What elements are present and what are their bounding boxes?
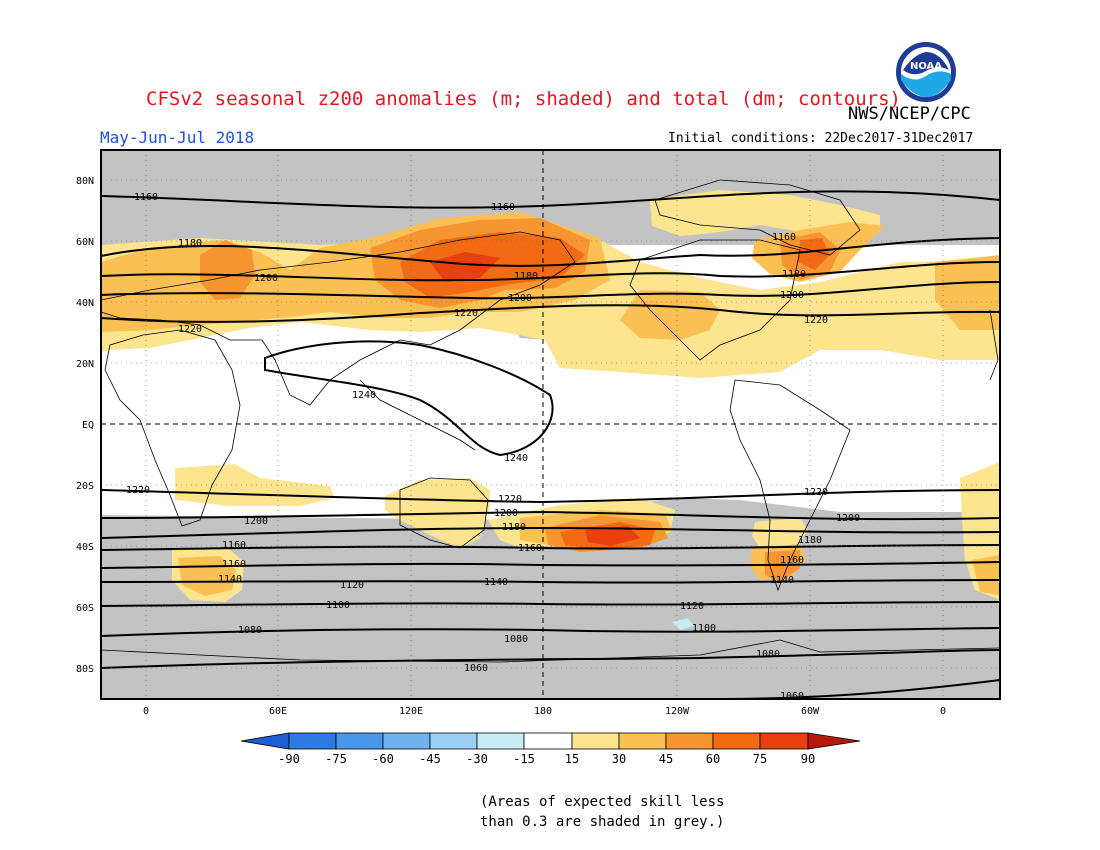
contour-label: 1100 bbox=[692, 623, 716, 634]
colorbar-tick: 90 bbox=[801, 752, 815, 766]
lat-label: 40S bbox=[76, 542, 94, 553]
lat-label: EQ bbox=[82, 420, 94, 431]
lat-label: 80S bbox=[76, 664, 94, 675]
footnote-line-2: than 0.3 are shaded in grey.) bbox=[480, 814, 725, 830]
contour-label: 1120 bbox=[680, 601, 704, 612]
colorbar-tick: 75 bbox=[753, 752, 767, 766]
contour-label: 1080 bbox=[238, 625, 262, 636]
anomaly-75-90 bbox=[430, 252, 640, 546]
contour-label: 1180 bbox=[782, 269, 806, 280]
colorbar-segment bbox=[665, 732, 714, 750]
lat-label: 40N bbox=[76, 298, 94, 309]
colorbar-segment bbox=[476, 732, 525, 750]
colorbar-tick: -15 bbox=[513, 752, 535, 766]
colorbar-tick: -90 bbox=[278, 752, 300, 766]
contour-label: 1200 bbox=[780, 290, 804, 301]
contour-label: 1220 bbox=[454, 308, 478, 319]
colorbar-tick-labels: -90 -75 -60 -45 -30 -15 15 30 45 60 75 9… bbox=[278, 752, 815, 766]
contour-label: 1180 bbox=[502, 522, 526, 533]
colorbar-segment bbox=[335, 732, 384, 750]
latitude-labels: 80N 60N 40N 20N EQ 20S 40S 60S 80S bbox=[76, 176, 94, 675]
contour-label: 1100 bbox=[326, 600, 350, 611]
map-frame bbox=[100, 149, 1001, 700]
colorbar-segment bbox=[523, 732, 573, 750]
colorbar-segment bbox=[429, 732, 478, 750]
lon-label: 60E bbox=[269, 706, 287, 717]
contour-label: 1060 bbox=[464, 663, 488, 674]
colorbar-segment bbox=[618, 732, 667, 750]
contour-label: 1080 bbox=[504, 634, 528, 645]
contour-label: 1180 bbox=[798, 535, 822, 546]
colorbar-segment bbox=[382, 732, 431, 750]
colorbar-segment bbox=[571, 732, 620, 750]
colorbar-segment bbox=[759, 732, 809, 750]
contour-label: 1200 bbox=[244, 516, 268, 527]
colorbar-segment bbox=[807, 732, 861, 750]
contour-label: 1140 bbox=[770, 575, 794, 586]
lon-label: 0 bbox=[940, 706, 946, 717]
contour-label: 1200 bbox=[836, 513, 860, 524]
colorbar-tick: -30 bbox=[466, 752, 488, 766]
initial-conditions: Initial conditions: 22Dec2017-31Dec2017 bbox=[668, 131, 974, 146]
contour-label: 1160 bbox=[134, 192, 158, 203]
contour-label: 1200 bbox=[254, 273, 278, 284]
lon-label: 120W bbox=[665, 706, 690, 717]
contour-label: 1180 bbox=[514, 271, 538, 282]
contour-label: 1220 bbox=[804, 315, 828, 326]
colorbar-segment bbox=[240, 732, 290, 750]
lon-label: 60W bbox=[801, 706, 820, 717]
colorbar-tick: -60 bbox=[372, 752, 394, 766]
colorbar-tick: 45 bbox=[659, 752, 673, 766]
noaa-logo: NOAA bbox=[896, 42, 956, 102]
contour-label: 1160 bbox=[780, 555, 804, 566]
colorbar-tick: 60 bbox=[706, 752, 720, 766]
contour-label: 1200 bbox=[508, 293, 532, 304]
colorbar-segment bbox=[288, 732, 337, 750]
lat-label: 60N bbox=[76, 237, 94, 248]
contour-labels: 1160 1160 1180 1200 1220 1180 1200 1220 … bbox=[126, 192, 860, 702]
skill-footnote: (Areas of expected skill less than 0.3 a… bbox=[480, 792, 724, 832]
contour-label: 1140 bbox=[218, 574, 242, 585]
agency-label: NWS/NCEP/CPC bbox=[848, 104, 971, 124]
colorbar-tick: -45 bbox=[419, 752, 441, 766]
forecast-period: May-Jun-Jul 2018 bbox=[100, 128, 255, 147]
anomaly-negative-patch bbox=[672, 618, 694, 630]
lon-label: 120E bbox=[399, 706, 423, 717]
contour-label: 1060 bbox=[780, 691, 804, 702]
contour-label: 1220 bbox=[178, 324, 202, 335]
contour-label: 1160 bbox=[222, 559, 246, 570]
lon-label: 0 bbox=[143, 706, 149, 717]
contour-label: 1220 bbox=[126, 485, 150, 496]
contour-label: 1240 bbox=[352, 390, 376, 401]
contour-label: 1080 bbox=[756, 649, 780, 660]
contour-label: 1220 bbox=[804, 487, 828, 498]
lat-label: 20N bbox=[76, 359, 94, 370]
map-title: CFSv2 seasonal z200 anomalies (m; shaded… bbox=[146, 88, 901, 110]
contour-label: 1220 bbox=[498, 494, 522, 505]
longitude-labels: 0 60E 120E 180 120W 60W 0 bbox=[143, 706, 946, 717]
contour-label: 1160 bbox=[222, 540, 246, 551]
contour-label: 1160 bbox=[772, 232, 796, 243]
contour-label: 1180 bbox=[178, 238, 202, 249]
contour-label: 1240 bbox=[504, 453, 528, 464]
contour-label: 1160 bbox=[491, 202, 515, 213]
contour-label: 1120 bbox=[340, 580, 364, 591]
lat-label: 20S bbox=[76, 481, 94, 492]
colorbar bbox=[240, 732, 861, 750]
lat-label: 80N bbox=[76, 176, 94, 187]
colorbar-tick: 15 bbox=[565, 752, 579, 766]
lat-label: 60S bbox=[76, 603, 94, 614]
contour-label: 1160 bbox=[518, 543, 542, 554]
colorbar-segment bbox=[712, 732, 761, 750]
contour-label: 1200 bbox=[494, 508, 518, 519]
lon-label: 180 bbox=[534, 706, 552, 717]
footnote-line-1: (Areas of expected skill less bbox=[480, 794, 725, 810]
colorbar-tick: -75 bbox=[325, 752, 347, 766]
contour-label: 1140 bbox=[484, 577, 508, 588]
noaa-logo-text: NOAA bbox=[910, 61, 942, 72]
colorbar-tick: 30 bbox=[612, 752, 626, 766]
